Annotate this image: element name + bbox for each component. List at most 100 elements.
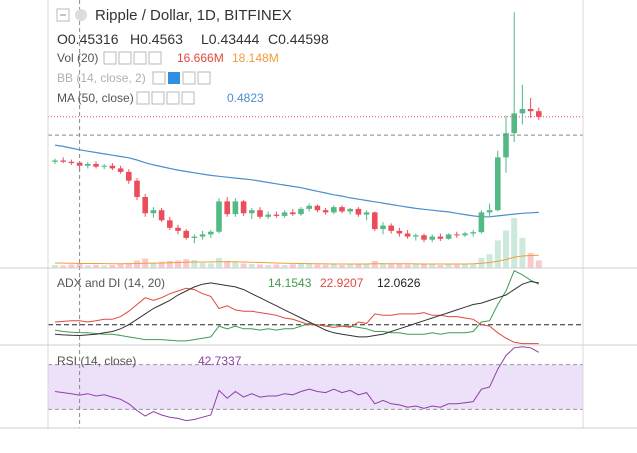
candle-body — [437, 236, 444, 239]
volume-bar — [216, 257, 222, 268]
volume-bar — [60, 265, 67, 268]
candle-body — [298, 208, 304, 215]
candle-body — [421, 235, 427, 240]
candle-body — [511, 113, 517, 134]
volume-bar — [445, 264, 452, 268]
volume-bar — [175, 260, 181, 268]
volume-bar — [158, 261, 165, 268]
candle-body — [536, 111, 542, 117]
volume-bar — [265, 264, 272, 268]
volume-bar — [494, 240, 501, 268]
volume-bar — [421, 263, 427, 268]
ma-label: MA (50, close) — [57, 91, 134, 105]
candle-body — [134, 180, 140, 197]
candle-body — [199, 234, 206, 237]
candle-body — [527, 108, 534, 112]
candle-body — [240, 201, 247, 214]
candle-body — [249, 210, 255, 214]
volume-bar — [125, 263, 132, 268]
volume-bar — [347, 264, 354, 268]
more-button[interactable] — [181, 91, 195, 105]
volume-bar — [486, 254, 493, 268]
candle-body — [281, 212, 288, 216]
candle-body — [363, 212, 370, 215]
candle-body — [388, 225, 394, 231]
close-button[interactable] — [166, 91, 180, 105]
candle-body — [60, 160, 66, 162]
volume-bar — [470, 263, 477, 268]
volume-bar — [199, 262, 206, 268]
volume-bar — [437, 264, 444, 268]
candle-body — [93, 163, 99, 167]
bb-label: BB (14, close, 2) — [57, 71, 146, 85]
ohlc-value: 0.43444 — [209, 31, 260, 47]
settings-button[interactable] — [118, 51, 132, 65]
candle-body — [429, 236, 435, 240]
candle-body — [454, 234, 460, 236]
candle-body — [85, 163, 91, 166]
volume-bar — [371, 260, 378, 268]
volume-bar — [404, 264, 411, 268]
ohlc-label: H — [130, 31, 140, 47]
adx-value: 12.0626 — [377, 276, 421, 290]
volume-bar — [519, 237, 526, 268]
candle-body — [224, 201, 230, 215]
rsi-band — [48, 364, 583, 410]
volume-bar — [273, 264, 280, 268]
volume-bar — [503, 230, 509, 268]
volume-bar — [412, 264, 419, 268]
volume-bar — [462, 264, 468, 268]
more-button[interactable] — [148, 51, 162, 65]
candle-body — [208, 231, 214, 235]
volume-label: Vol (20) — [57, 51, 98, 65]
eye-button[interactable] — [152, 71, 166, 85]
close-button[interactable] — [197, 71, 211, 85]
volume-value: 16.666M — [177, 51, 224, 65]
volume-bar — [281, 264, 288, 268]
candle-body — [183, 230, 189, 238]
eye-button[interactable] — [103, 51, 117, 65]
volume-bar — [240, 263, 247, 268]
candle-body — [167, 220, 173, 228]
candle-body — [413, 235, 419, 237]
candle-body — [396, 230, 403, 234]
candle-body — [347, 208, 353, 212]
eye-button[interactable] — [136, 91, 150, 105]
close-button[interactable] — [133, 51, 147, 65]
ohlc-value: 0.44598 — [278, 31, 329, 47]
volume-bar — [248, 263, 255, 268]
candle-body — [265, 214, 271, 217]
volume-bar — [429, 264, 436, 268]
candle-body — [126, 171, 132, 181]
volume-bar — [183, 259, 190, 268]
ma-value: 0.4823 — [227, 91, 264, 105]
settings-button[interactable] — [182, 71, 196, 85]
chart-header: Ripple / Dollar, 1D, BITFINEX O0.45316 H… — [56, 7, 421, 368]
ma-line — [54, 144, 539, 218]
volume-bar — [298, 263, 304, 268]
volume-bar — [396, 263, 403, 268]
visibility-toggle[interactable] — [168, 72, 180, 84]
candle-body — [257, 210, 263, 217]
candle-body — [372, 212, 378, 230]
candle-body — [191, 236, 198, 238]
chart-title: Ripple / Dollar, 1D, BITFINEX — [95, 7, 292, 24]
indicator-line — [54, 346, 540, 422]
volume-bar — [68, 264, 75, 268]
adx-label: ADX and DI (14, 20) — [57, 276, 165, 290]
volume-bar — [380, 262, 386, 268]
candle-body — [519, 108, 526, 114]
settings-button[interactable] — [151, 91, 165, 105]
volume-bar — [388, 263, 395, 268]
axis-layer — [0, 0, 637, 429]
volume-bar — [101, 265, 108, 268]
volume-bar — [306, 263, 313, 268]
ohlc-value: 0.45316 — [68, 31, 119, 47]
candle-body — [380, 225, 386, 230]
candle-body — [462, 233, 468, 236]
ohlc-label: L — [201, 31, 209, 47]
ohlc-high: H0.4563 — [130, 31, 183, 47]
volume-bar — [84, 265, 91, 268]
candle-body — [216, 201, 222, 232]
